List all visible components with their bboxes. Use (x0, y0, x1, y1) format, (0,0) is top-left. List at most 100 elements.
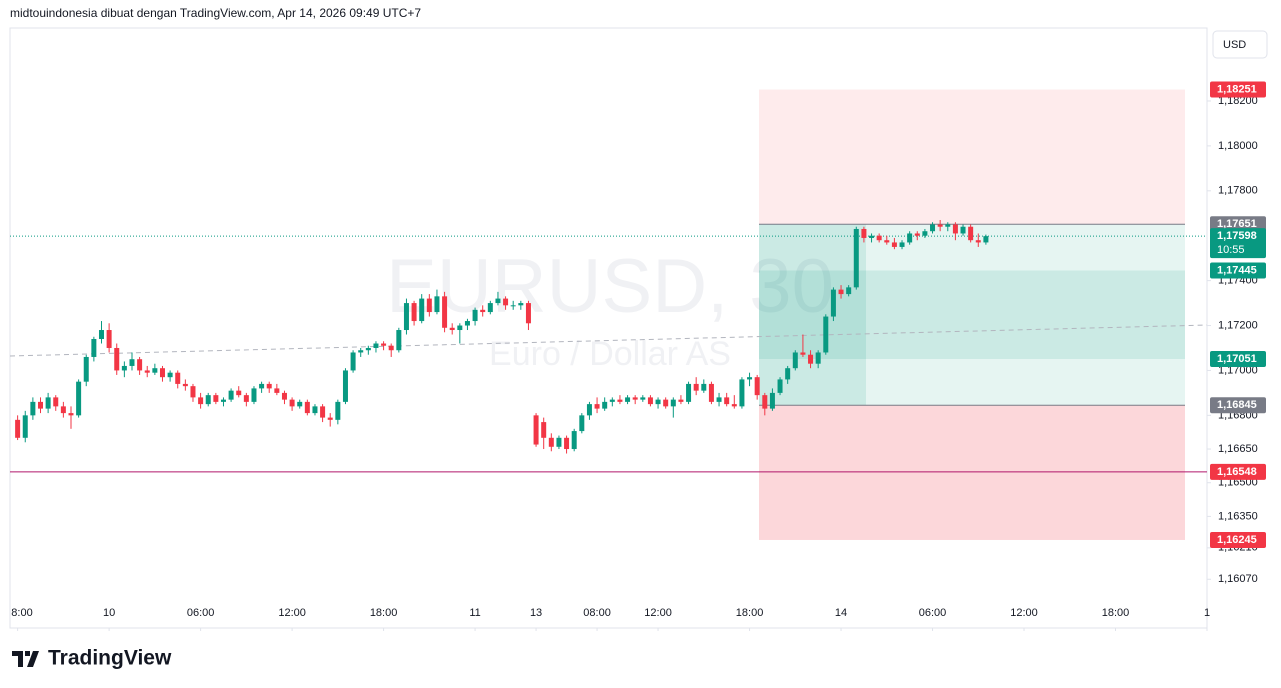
candle-body (30, 401, 36, 416)
price-tag-label: 1,17651 (1217, 218, 1257, 230)
candle-body (899, 242, 905, 247)
candle-body (236, 390, 242, 396)
candle-body (571, 431, 577, 450)
candle-body (76, 381, 82, 416)
candle-body (457, 325, 463, 331)
candle-body (609, 399, 615, 402)
candle-body (564, 437, 570, 450)
candle-body (167, 372, 173, 378)
candle-body (670, 399, 676, 407)
price-tag (1210, 350, 1266, 367)
currency-label: USD (1223, 39, 1246, 51)
candle-body (312, 406, 318, 414)
candle-body (808, 354, 814, 364)
candle-body (289, 399, 295, 407)
candle-body (480, 309, 486, 313)
candle-body (754, 377, 760, 396)
candle-body (266, 383, 272, 389)
x-tick-label: 08:00 (583, 607, 611, 619)
currency-button[interactable] (1212, 30, 1268, 59)
candle-body (922, 231, 928, 236)
candle-body (533, 415, 539, 445)
candle-body (968, 226, 974, 241)
y-tick-label: 1,16650 (1218, 443, 1258, 455)
target-zone-inner (759, 270, 1185, 359)
candle-body (251, 388, 257, 402)
candle-body (388, 345, 394, 351)
candle-body (91, 339, 97, 357)
candle-body (861, 228, 867, 238)
candle-body (907, 233, 913, 243)
candle-body (259, 383, 265, 389)
candle-body (617, 399, 623, 402)
candle-body (663, 399, 669, 407)
candle-body (449, 327, 455, 331)
candle-body (830, 289, 836, 317)
candle-body (655, 399, 661, 405)
candle-body (68, 413, 74, 416)
candle-body (190, 386, 196, 398)
candle-body (464, 321, 470, 326)
candle-body (815, 352, 821, 364)
candle-body (121, 365, 127, 371)
candle-body (129, 359, 135, 366)
candle-body (838, 289, 844, 295)
y-tick-label: 1,17800 (1218, 185, 1258, 197)
candle-body (198, 397, 204, 405)
candle-body (53, 397, 59, 407)
candle-body (678, 399, 684, 402)
price-tag (1210, 531, 1266, 548)
attribution: midtouindonesia dibuat dengan TradingVie… (10, 6, 421, 20)
candle-body (83, 356, 89, 382)
candle-body (693, 383, 699, 391)
candle-body (792, 352, 798, 369)
candle-body (373, 343, 379, 348)
x-tick-label: 14 (835, 607, 847, 619)
price-tag-label: 1,17445 (1217, 264, 1257, 276)
price-tag (1210, 397, 1266, 414)
brand-logo (12, 651, 39, 667)
candle-body (220, 399, 226, 402)
candle-body (724, 397, 730, 405)
price-tag-label: 1,16548 (1217, 466, 1257, 478)
x-tick-label: 06:00 (919, 607, 947, 619)
candle-body (716, 397, 722, 402)
candle-body (320, 406, 326, 418)
candle-body (846, 287, 852, 295)
candle-body (647, 397, 653, 405)
candle-body (228, 390, 234, 400)
price-tag-label: 1,17598 (1217, 230, 1257, 242)
candle-body (381, 343, 387, 346)
candle-body (884, 240, 890, 243)
x-tick-label: 12:00 (1010, 607, 1038, 619)
candle-body (518, 303, 524, 306)
candle-body (411, 303, 417, 322)
candle-body (205, 395, 211, 405)
candle-body (426, 298, 432, 313)
candle-body (22, 415, 28, 438)
price-tag (1210, 228, 1266, 259)
candle-body (335, 401, 341, 420)
plot-frame (9, 27, 1208, 629)
price-tag-label: 1,17051 (1217, 353, 1257, 365)
x-tick-label: 11 (469, 607, 480, 619)
candle-body (304, 401, 310, 414)
candle-body (975, 240, 981, 243)
price-tag (1210, 262, 1266, 279)
price-tag (1210, 81, 1266, 98)
x-tick-label: 10 (103, 607, 115, 619)
candle-body (274, 388, 280, 393)
candle-body (701, 383, 707, 391)
target-zone-progress (759, 224, 866, 406)
candle-body (434, 296, 440, 313)
y-tick-label: 1,16070 (1218, 573, 1258, 585)
candle-body (747, 377, 753, 380)
target-zone (759, 224, 1185, 406)
x-tick-label: 12:00 (278, 607, 306, 619)
candle-body (769, 392, 775, 409)
watermark-description: Euro / Dollar AS (489, 335, 731, 373)
candle-body (152, 368, 158, 373)
candle-body (213, 395, 219, 402)
candle-body (327, 417, 333, 420)
candle-body (930, 224, 936, 232)
